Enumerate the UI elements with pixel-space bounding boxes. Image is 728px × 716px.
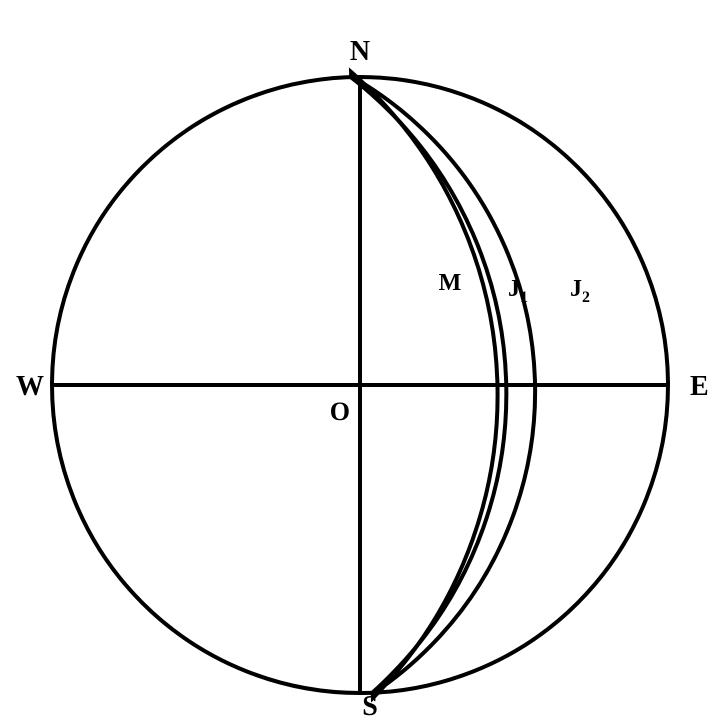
label-e: E (690, 371, 709, 402)
label-s: S (362, 691, 378, 716)
label-n: N (350, 36, 370, 67)
arc-m (0, 0, 512, 716)
label-w: W (16, 371, 44, 402)
arcs-group (0, 0, 550, 716)
arc-j1 (0, 0, 520, 716)
label-j2: J2 (570, 276, 590, 306)
stereonet-diagram: N S E W O M J1 J2 (0, 0, 728, 716)
label-o: O (330, 397, 350, 426)
arc-j2 (0, 17, 548, 716)
label-j1: J1 (508, 276, 528, 306)
label-m: M (439, 270, 462, 296)
